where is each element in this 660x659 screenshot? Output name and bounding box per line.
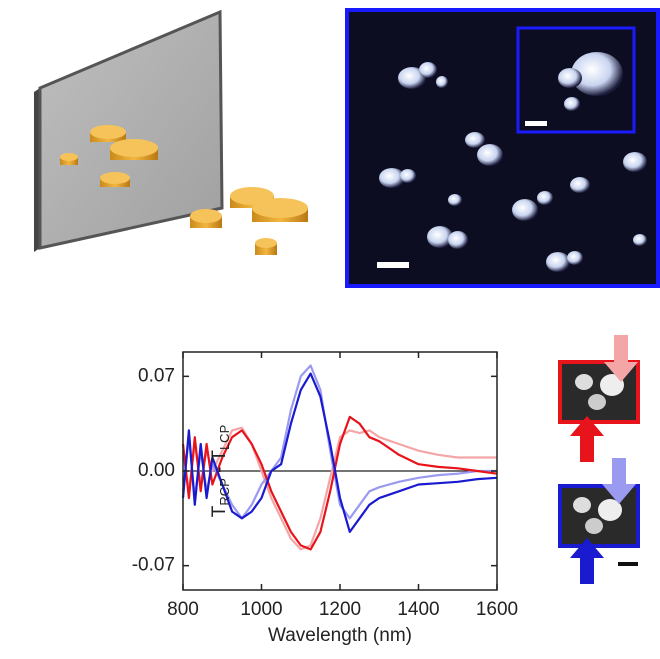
x-axis-label: Wavelength (nm) <box>268 625 412 646</box>
y-axis-label: TRCP - TLCP <box>209 425 232 518</box>
x-tick-label: 1200 <box>319 599 361 620</box>
x-tick-label: 800 <box>167 599 199 620</box>
polarization-icons <box>560 335 638 584</box>
illustration <box>34 12 308 255</box>
y-tick-label: 0.00 <box>138 460 175 481</box>
chart: -0.07 0.00 0.07 800 1000 1200 1400 1600 <box>132 352 518 620</box>
x-tick-label: 1600 <box>476 599 518 620</box>
y-tick-label: 0.07 <box>138 365 175 386</box>
x-tick-label: 1400 <box>397 599 439 620</box>
x-tick-label: 1000 <box>240 599 282 620</box>
series-line <box>183 374 497 532</box>
sem-image <box>347 10 658 286</box>
figure: -0.07 0.00 0.07 800 1000 1200 1400 1600 TRCP - … <box>0 0 660 654</box>
y-tick-label: -0.07 <box>132 555 175 576</box>
